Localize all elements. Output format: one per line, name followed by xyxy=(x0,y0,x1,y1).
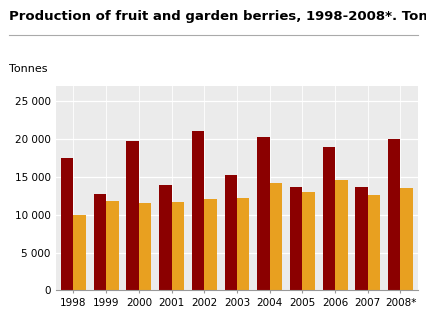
Bar xyxy=(191,131,204,290)
Bar xyxy=(159,185,171,290)
Text: Production of fruit and garden berries, 1998-2008*. Tonnes: Production of fruit and garden berries, … xyxy=(9,10,426,23)
Bar xyxy=(354,186,367,290)
Bar xyxy=(256,137,269,290)
Bar xyxy=(302,192,314,290)
Bar xyxy=(171,202,184,290)
Bar xyxy=(138,203,151,290)
Bar xyxy=(387,139,400,290)
Bar xyxy=(289,186,302,290)
Bar xyxy=(269,183,282,290)
Bar xyxy=(400,188,412,290)
Bar xyxy=(106,201,118,290)
Bar xyxy=(224,175,236,290)
Bar xyxy=(334,180,347,290)
Bar xyxy=(126,141,138,290)
Text: Tonnes: Tonnes xyxy=(9,64,47,74)
Bar xyxy=(236,198,249,290)
Bar xyxy=(204,199,216,290)
Bar xyxy=(94,194,106,290)
Bar xyxy=(73,214,86,290)
Bar xyxy=(367,195,379,290)
Bar xyxy=(61,158,73,290)
Bar xyxy=(322,147,334,290)
